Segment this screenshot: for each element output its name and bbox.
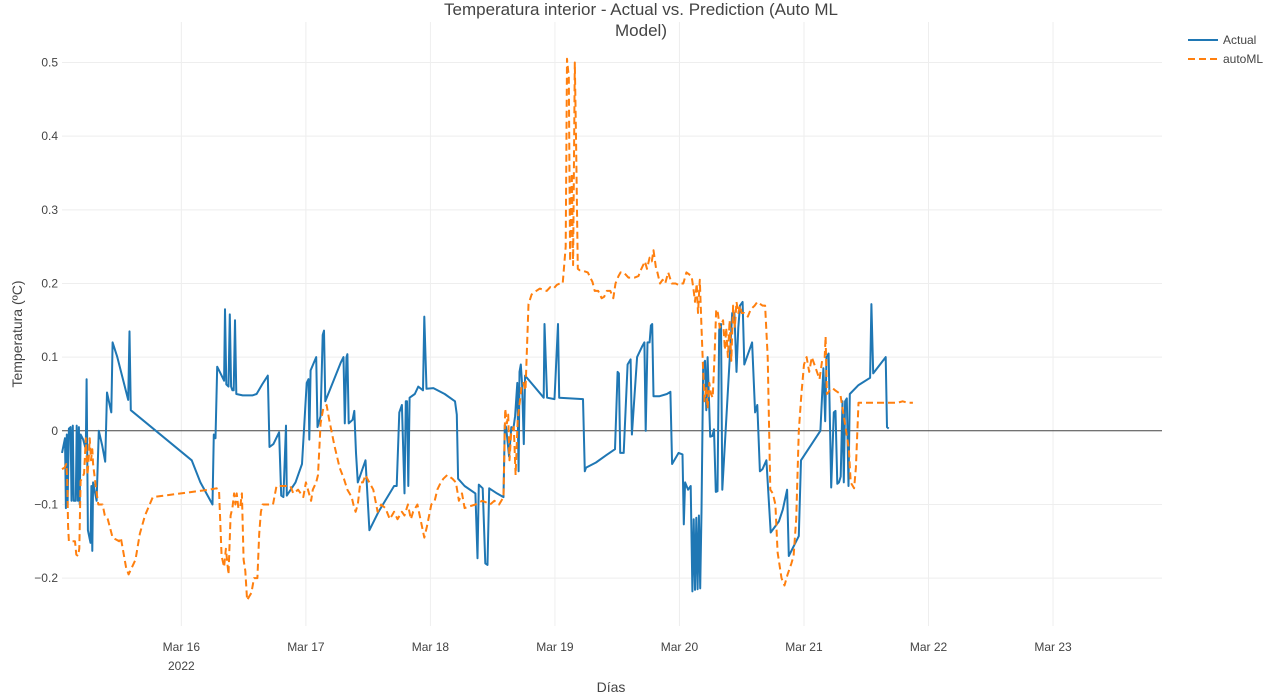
x-tick-label: Mar 19 (536, 640, 574, 654)
y-tick-label: 0.2 (41, 276, 58, 290)
y-axis-title: Temperatura (ºC) (9, 280, 25, 387)
legend: Actual autoML (1188, 33, 1263, 66)
x-axis-title: Días (597, 679, 626, 695)
y-tick-label: 0 (51, 424, 58, 438)
y-tick-label: 0.1 (41, 350, 58, 364)
x-tick-label: Mar 17 (287, 640, 325, 654)
x-tick-label: Mar 22 (910, 640, 948, 654)
legend-label: Actual (1223, 33, 1256, 47)
chart-title-line-1: Temperatura interior - Actual vs. Predic… (444, 0, 838, 19)
gridlines (62, 22, 1162, 626)
x-tick-label: Mar 16 (163, 640, 201, 654)
chart-title-line-2: Model) (615, 21, 667, 40)
x-tick-label: Mar 18 (412, 640, 450, 654)
y-axis-ticks: −0.2 −0.1 0 0.1 0.2 0.3 0.4 0.5 (34, 56, 58, 586)
y-tick-label: 0.4 (41, 129, 58, 143)
y-tick-label: −0.1 (34, 497, 58, 511)
x-axis-ticks: Mar 16 2022 Mar 17 Mar 18 Mar 19 Mar 20 Mar 21… (163, 640, 1072, 673)
x-tick-label: Mar 21 (785, 640, 823, 654)
y-tick-label: 0.3 (41, 203, 58, 217)
series-line-automl (61, 57, 913, 602)
x-tick-label: Mar 23 (1034, 640, 1072, 654)
x-tick-label: Mar 20 (661, 640, 699, 654)
series-layer (61, 57, 913, 602)
x-tick-year-label: 2022 (168, 659, 195, 673)
series-line-actual (61, 300, 890, 593)
legend-label: autoML (1223, 52, 1263, 66)
y-tick-label: 0.5 (41, 56, 58, 70)
y-tick-label: −0.2 (34, 571, 58, 585)
